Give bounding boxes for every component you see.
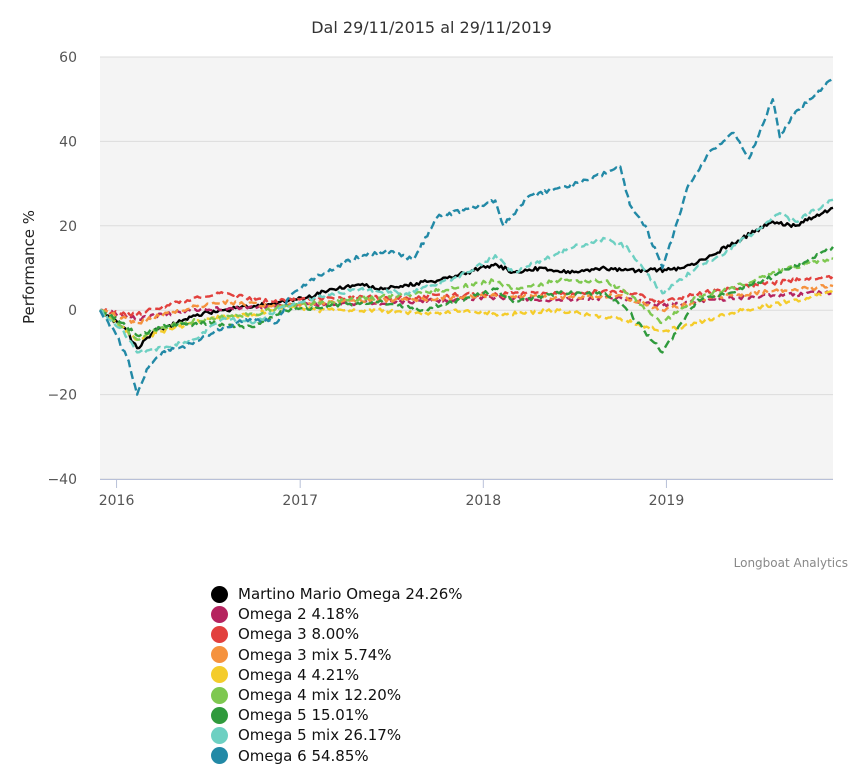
legend-marker [211, 726, 228, 744]
legend-series-name: Omega 4 mix [238, 686, 340, 705]
y-tick-label: −40 [47, 472, 77, 488]
legend-label: Omega 5 15.01% [238, 706, 369, 724]
plot-area [100, 57, 833, 479]
legend: Martino Mario Omega 24.26% Omega 2 4.18% O… [211, 584, 463, 766]
legend-marker [211, 747, 228, 765]
legend-label: Omega 5 mix 26.17% [238, 726, 401, 744]
legend-marker [211, 706, 228, 724]
legend-label: Omega 4 mix 12.20% [238, 686, 401, 704]
credits-label[interactable]: Longboat Analytics [733, 556, 848, 570]
legend-series-value: 15.01% [311, 706, 369, 725]
legend-item[interactable]: Omega 2 4.18% [211, 604, 463, 624]
y-tick-label: 40 [59, 134, 77, 150]
legend-marker [211, 625, 228, 643]
legend-series-value: 8.00% [311, 625, 360, 644]
series-line-9 [98, 77, 834, 396]
series-line-7 [99, 246, 834, 354]
legend-series-name: Omega 6 [238, 746, 307, 765]
legend-item[interactable]: Martino Mario Omega 24.26% [211, 584, 463, 604]
legend-label: Omega 2 4.18% [238, 605, 359, 623]
series-line-2 [99, 290, 834, 322]
legend-series-name: Omega 4 [238, 665, 307, 684]
series-line-8 [99, 198, 834, 354]
legend-series-name: Omega 2 [238, 605, 307, 624]
legend-series-value: 4.21% [311, 665, 360, 684]
legend-marker [211, 646, 228, 664]
legend-series-value: 26.17% [343, 726, 402, 745]
legend-item[interactable]: Omega 4 4.21% [211, 665, 463, 685]
y-tick-label: −20 [47, 388, 77, 404]
series-line-6 [99, 257, 834, 341]
y-tick-label: 20 [59, 219, 77, 235]
legend-marker [211, 686, 228, 704]
legend-item[interactable]: Omega 5 mix 26.17% [211, 725, 463, 745]
x-tick-label: 2016 [99, 493, 135, 509]
legend-series-value: 4.18% [311, 605, 360, 624]
legend-series-value: 24.26% [405, 585, 463, 604]
legend-marker [211, 666, 228, 684]
legend-label: Omega 6 54.85% [238, 747, 369, 765]
legend-item[interactable]: Omega 5 15.01% [211, 705, 463, 725]
series-line-3 [99, 274, 834, 317]
legend-item[interactable]: Omega 3 8.00% [211, 624, 463, 644]
legend-series-value: 12.20% [343, 686, 402, 705]
x-tick-label: 2018 [465, 493, 501, 509]
legend-marker [211, 585, 228, 603]
legend-label: Omega 3 mix 5.74% [238, 646, 392, 664]
legend-label: Martino Mario Omega 24.26% [238, 585, 463, 603]
x-tick-label: 2017 [282, 493, 318, 509]
y-tick-label: 0 [68, 303, 77, 319]
legend-series-name: Omega 5 mix [238, 726, 340, 745]
chart-title: Dal 29/11/2015 al 29/11/2019 [311, 18, 552, 37]
legend-series-name: Omega 3 [238, 625, 307, 644]
legend-series-name: Omega 3 mix [238, 645, 340, 664]
y-tick-label: 60 [59, 50, 77, 66]
legend-series-name: Martino Mario Omega [238, 585, 401, 604]
legend-label: Omega 3 8.00% [238, 625, 359, 643]
legend-item[interactable]: Omega 6 54.85% [211, 746, 463, 766]
legend-series-value: 54.85% [311, 746, 369, 765]
legend-item[interactable]: Omega 4 mix 12.20% [211, 685, 463, 705]
x-tick-label: 2019 [649, 493, 685, 509]
legend-marker [211, 605, 228, 623]
legend-label: Omega 4 4.21% [238, 666, 359, 684]
legend-series-name: Omega 5 [238, 706, 307, 725]
line-chart: 60 40 20 0 −20 −40 2016 2017 2018 2019 Performan… [20, 50, 834, 509]
y-axis-label: Performance % [20, 210, 38, 324]
legend-series-value: 5.74% [343, 645, 392, 664]
legend-item[interactable]: Omega 3 mix 5.74% [211, 645, 463, 665]
